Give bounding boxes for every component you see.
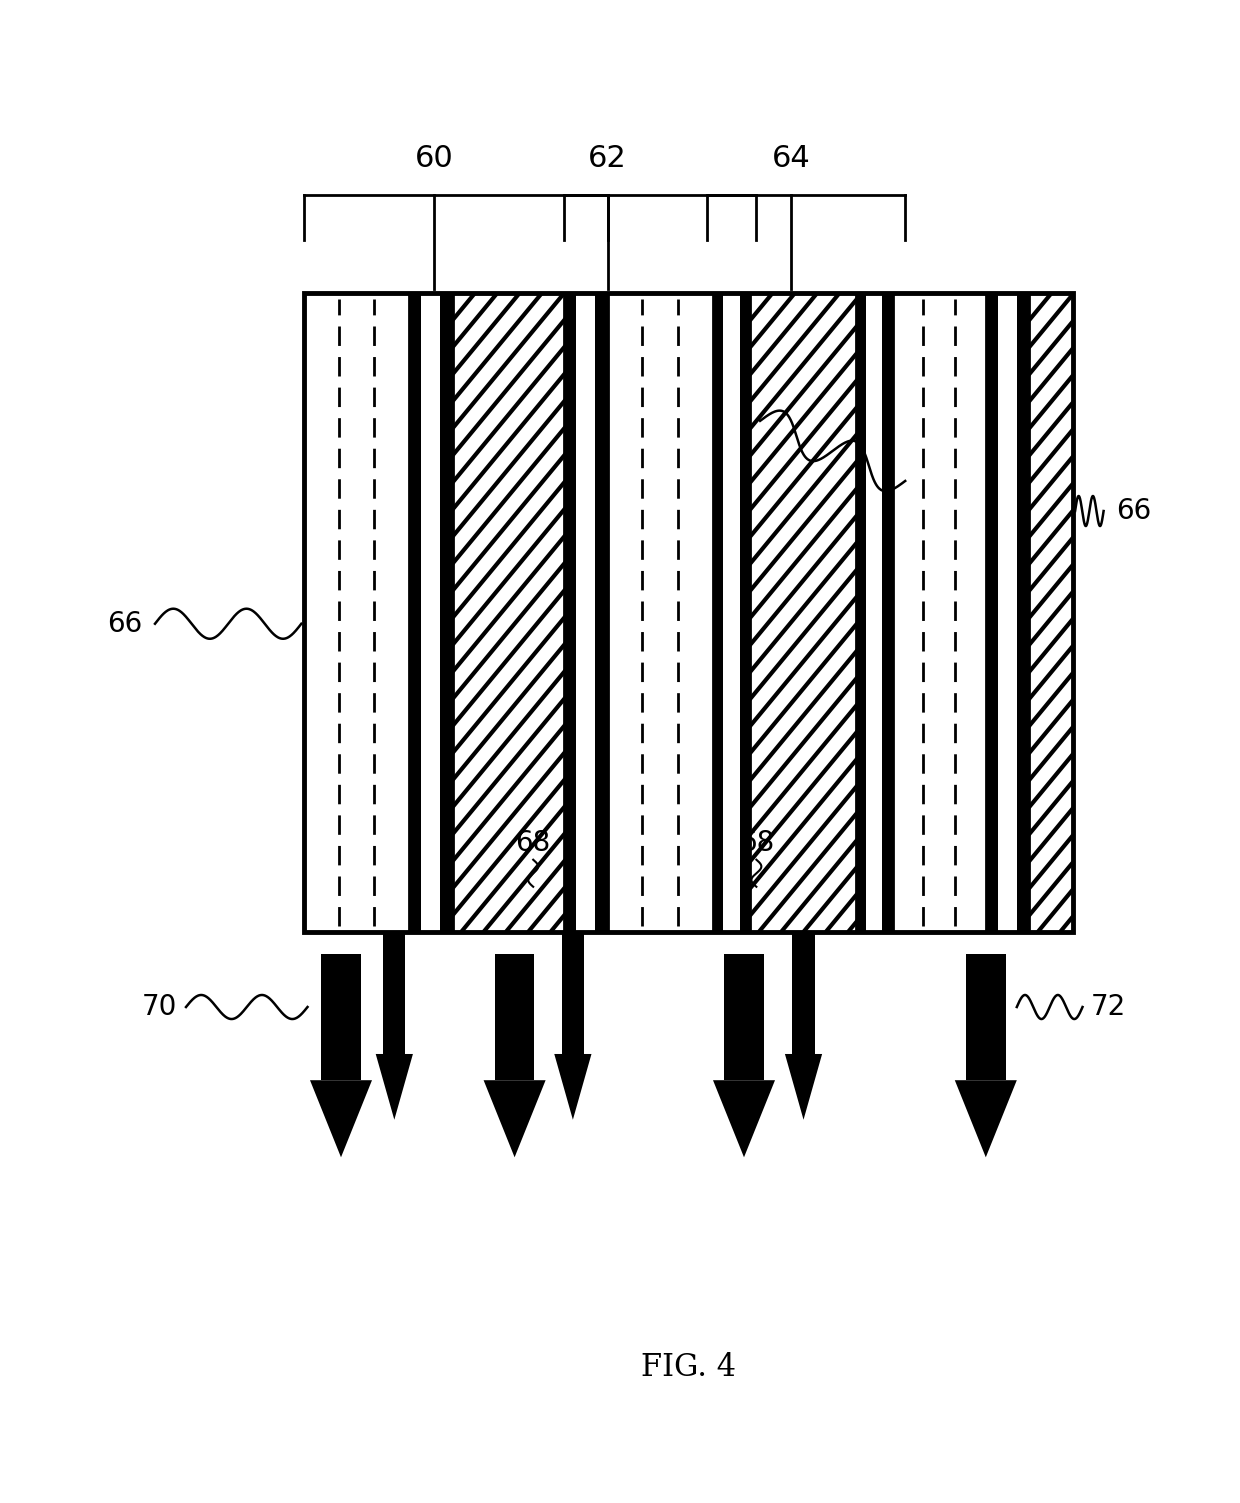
Bar	[724, 954, 764, 1081]
Text: 62: 62	[588, 144, 627, 173]
Bar	[304, 293, 409, 932]
Text: 66: 66	[1116, 497, 1151, 525]
Bar	[321, 954, 361, 1081]
Polygon shape	[376, 1054, 413, 1120]
Text: 68: 68	[516, 828, 551, 857]
Polygon shape	[484, 1081, 546, 1157]
Bar	[564, 293, 577, 932]
Bar	[453, 293, 564, 932]
Bar	[893, 293, 986, 932]
Bar	[713, 293, 723, 932]
Bar	[409, 293, 422, 932]
Bar	[440, 293, 453, 932]
Polygon shape	[785, 1054, 822, 1120]
Bar	[986, 293, 1029, 932]
Polygon shape	[713, 1081, 775, 1157]
Text: FIG. 4: FIG. 4	[641, 1353, 735, 1383]
Bar	[750, 293, 856, 932]
Bar	[564, 293, 608, 932]
Bar	[792, 932, 815, 1054]
Text: 60: 60	[414, 144, 454, 173]
Text: 70: 70	[141, 993, 177, 1021]
Polygon shape	[554, 1054, 591, 1120]
Bar	[608, 293, 713, 932]
Polygon shape	[310, 1081, 372, 1157]
Bar	[966, 954, 1006, 1081]
Text: 68: 68	[739, 828, 774, 857]
Bar	[1029, 293, 1073, 932]
Bar	[856, 293, 893, 932]
Bar	[595, 293, 608, 932]
Bar	[713, 293, 750, 932]
Bar	[856, 293, 866, 932]
Bar	[986, 293, 998, 932]
Bar	[495, 954, 534, 1081]
Text: 64: 64	[771, 144, 811, 173]
Bar	[383, 932, 405, 1054]
Bar	[409, 293, 453, 932]
Bar	[883, 293, 893, 932]
Bar	[1017, 293, 1029, 932]
Text: 72: 72	[1091, 993, 1126, 1021]
Bar	[304, 293, 1073, 932]
Text: 66: 66	[108, 610, 143, 637]
Bar	[740, 293, 750, 932]
Polygon shape	[955, 1081, 1017, 1157]
Bar	[562, 932, 584, 1054]
